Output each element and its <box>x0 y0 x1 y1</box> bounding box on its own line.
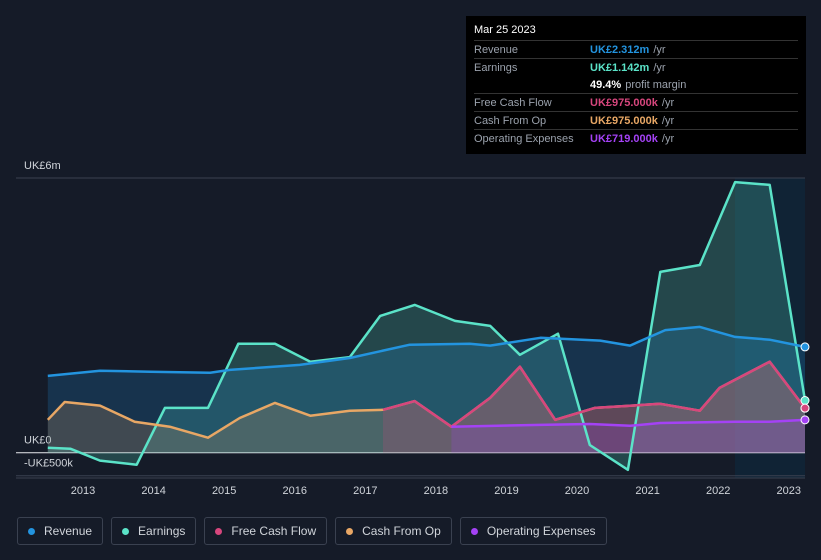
area <box>451 419 805 453</box>
end-dot <box>800 396 810 406</box>
x-tick-label: 2020 <box>565 485 589 497</box>
x-tick-label: 2014 <box>141 485 165 497</box>
tooltip-label: Free Cash Flow <box>474 96 552 109</box>
tooltip-unit: /yr <box>661 132 675 145</box>
tooltip-rows: Revenue UK£2.312m/yr Earnings UK£1.142m/yr 4… <box>474 40 798 147</box>
end-dot <box>800 415 810 425</box>
legend-label: Earnings <box>138 524 186 538</box>
tooltip-value: UK£975.000k <box>590 114 658 127</box>
tooltip-value: UK£719.000k <box>590 132 658 145</box>
tooltip-unit: /yr <box>653 61 666 74</box>
chart: UK£6m UK£0 -UK£500k 2013 2014 2015 2016 2017 201… <box>16 160 810 497</box>
legend-label: Revenue <box>44 524 93 538</box>
line <box>382 360 806 428</box>
tooltip-row: Cash From Op UK£975.000k/yr <box>474 111 798 129</box>
line <box>47 325 806 378</box>
tooltip-value: UK£975.000k <box>590 96 658 109</box>
end-dot <box>800 342 810 352</box>
x-tick-label: 2017 <box>353 485 377 497</box>
legend-item[interactable]: Earnings <box>111 517 197 545</box>
tooltip-label: Cash From Op <box>474 114 547 127</box>
legend-dot <box>28 527 35 535</box>
tooltip-value: UK£2.312m <box>590 43 650 56</box>
area <box>47 326 806 453</box>
tooltip-row: Operating Expenses UK£719.000k/yr <box>474 129 798 147</box>
y-tick-label: UK£6m <box>24 160 61 172</box>
legend-dot <box>470 527 478 535</box>
tooltip-row: 49.4% profit margin <box>474 76 798 93</box>
area <box>47 361 806 453</box>
tooltip-value: UK£1.142m <box>590 61 650 74</box>
legend-item[interactable]: Cash From Op <box>335 517 452 545</box>
legend-label: Cash From Op <box>362 524 441 538</box>
tooltip-date: Mar 25 2023 <box>474 24 536 36</box>
x-tick-label: 2015 <box>212 485 236 497</box>
tooltip-label: Operating Expenses <box>474 132 574 145</box>
x-tick-label: 2023 <box>777 485 801 497</box>
line <box>451 418 806 428</box>
x-tick-label: 2021 <box>635 485 659 497</box>
area <box>383 361 805 453</box>
legend-item[interactable]: Operating Expenses <box>459 517 607 545</box>
tooltip-label: Revenue <box>474 43 519 56</box>
area <box>47 182 806 470</box>
tooltip-unit: /yr <box>661 114 675 127</box>
tooltip-unit: /yr <box>661 96 675 109</box>
x-tick-label: 2019 <box>494 485 518 497</box>
legend-item[interactable]: Free Cash Flow <box>204 517 328 545</box>
legend-dot <box>346 527 354 535</box>
tooltip-unit: /yr <box>653 43 666 56</box>
legend-label: Free Cash Flow <box>231 524 317 538</box>
x-tick-label: 2013 <box>71 485 95 497</box>
tooltip-row: Revenue UK£2.312m/yr <box>474 40 798 58</box>
x-tick-label: 2016 <box>283 485 307 497</box>
y-tick-label: -UK£500k <box>24 458 73 470</box>
x-tick-label: 2022 <box>706 485 730 497</box>
tooltip-row: Earnings UK£1.142m/yr <box>474 58 798 76</box>
legend-dot <box>215 527 223 535</box>
end-dot <box>800 403 810 413</box>
tooltip-label: Earnings <box>474 61 518 74</box>
margin-text: profit margin <box>625 78 687 91</box>
legend-dot <box>122 527 130 535</box>
tooltip-row: Free Cash Flow UK£975.000k/yr <box>474 93 798 111</box>
legend: Revenue Earnings Free Cash Flow Cash From O… <box>17 517 607 545</box>
legend-label: Operating Expenses <box>486 524 596 538</box>
y-tick-label: UK£0 <box>24 435 52 447</box>
margin-value: 49.4% <box>590 78 622 91</box>
tooltip: Mar 25 2023 Revenue UK£2.312m/yr Earnings U… <box>466 16 806 154</box>
legend-item[interactable]: Revenue <box>17 517 104 545</box>
line <box>47 180 807 472</box>
x-tick-label: 2018 <box>424 485 448 497</box>
